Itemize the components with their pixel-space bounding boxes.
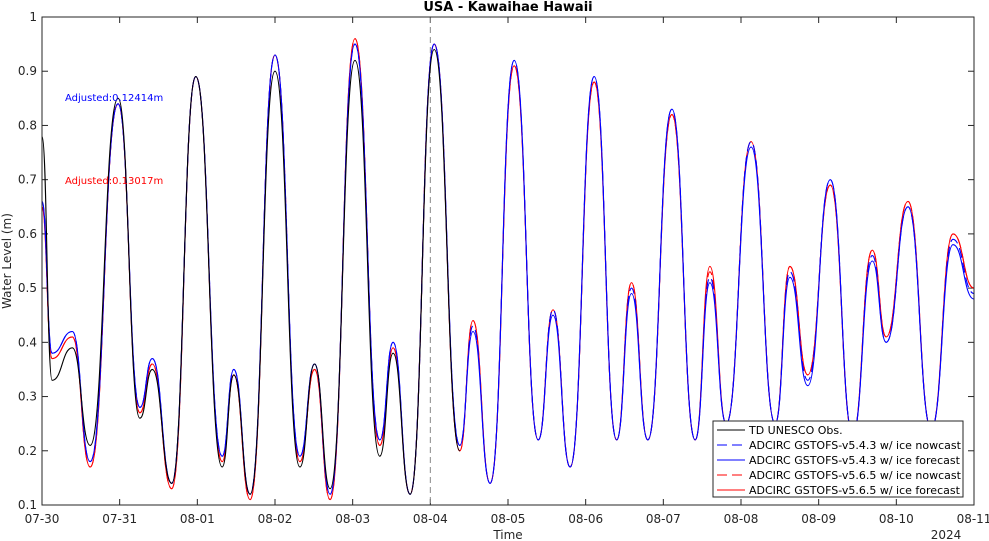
y-tick-label: 0.5: [18, 281, 37, 295]
x-tick-label: 07-31: [102, 512, 137, 526]
x-tick-label: 08-10: [879, 512, 914, 526]
y-tick-label: 0.3: [18, 390, 37, 404]
legend-label: ADCIRC GSTOFS-v5.6.5 w/ ice forecast: [749, 484, 961, 497]
x-tick-label: 07-30: [25, 512, 60, 526]
legend-label: ADCIRC GSTOFS-v5.4.3 w/ ice forecast: [749, 454, 961, 467]
legend: TD UNESCO Obs. ADCIRC GSTOFS-v5.4.3 w/ ic…: [712, 420, 964, 498]
legend-box: [712, 420, 964, 498]
x-tick-label: 08-03: [335, 512, 370, 526]
legend-label: ADCIRC GSTOFS-v5.4.3 w/ ice nowcast: [749, 439, 962, 452]
legend-label: TD UNESCO Obs.: [748, 424, 843, 437]
chart-title: USA - Kawaihae Hawaii: [423, 0, 592, 15]
y-tick-label: 0.7: [18, 173, 37, 187]
series-line: [41, 48, 461, 495]
annotation: Adjusted:0.12414m: [65, 93, 163, 104]
y-tick-label: 1: [29, 10, 37, 24]
y-tick-label: 0.1: [18, 498, 37, 512]
x-tick-label: 08-04: [413, 512, 448, 526]
x-tick-label: 08-06: [568, 512, 603, 526]
legend-label: ADCIRC GSTOFS-v5.6.5 w/ ice nowcast: [749, 469, 962, 482]
x-tick-label: 08-01: [180, 512, 215, 526]
x-tick-label: 08-09: [801, 512, 836, 526]
x-axis-label: Time: [492, 528, 522, 541]
x-tick-label: 08-07: [646, 512, 681, 526]
y-tick-label: 0.6: [18, 227, 37, 241]
x-tick-label: 08-08: [724, 512, 759, 526]
y-tick-label: 0.2: [18, 444, 37, 458]
x-tick-label: 08-11: [957, 512, 989, 526]
x-year-label: 2024: [931, 528, 962, 541]
x-tick-label: 08-02: [258, 512, 293, 526]
y-tick-label: 0.8: [18, 118, 37, 132]
y-tick-label: 0.9: [18, 64, 37, 78]
plot-frame: [41, 16, 975, 506]
annotation: Adjusted:0.13017m: [65, 176, 163, 187]
y-tick-label: 0.4: [18, 335, 37, 349]
x-tick-label: 08-05: [491, 512, 526, 526]
y-axis-label: Water Level (m): [0, 213, 14, 309]
